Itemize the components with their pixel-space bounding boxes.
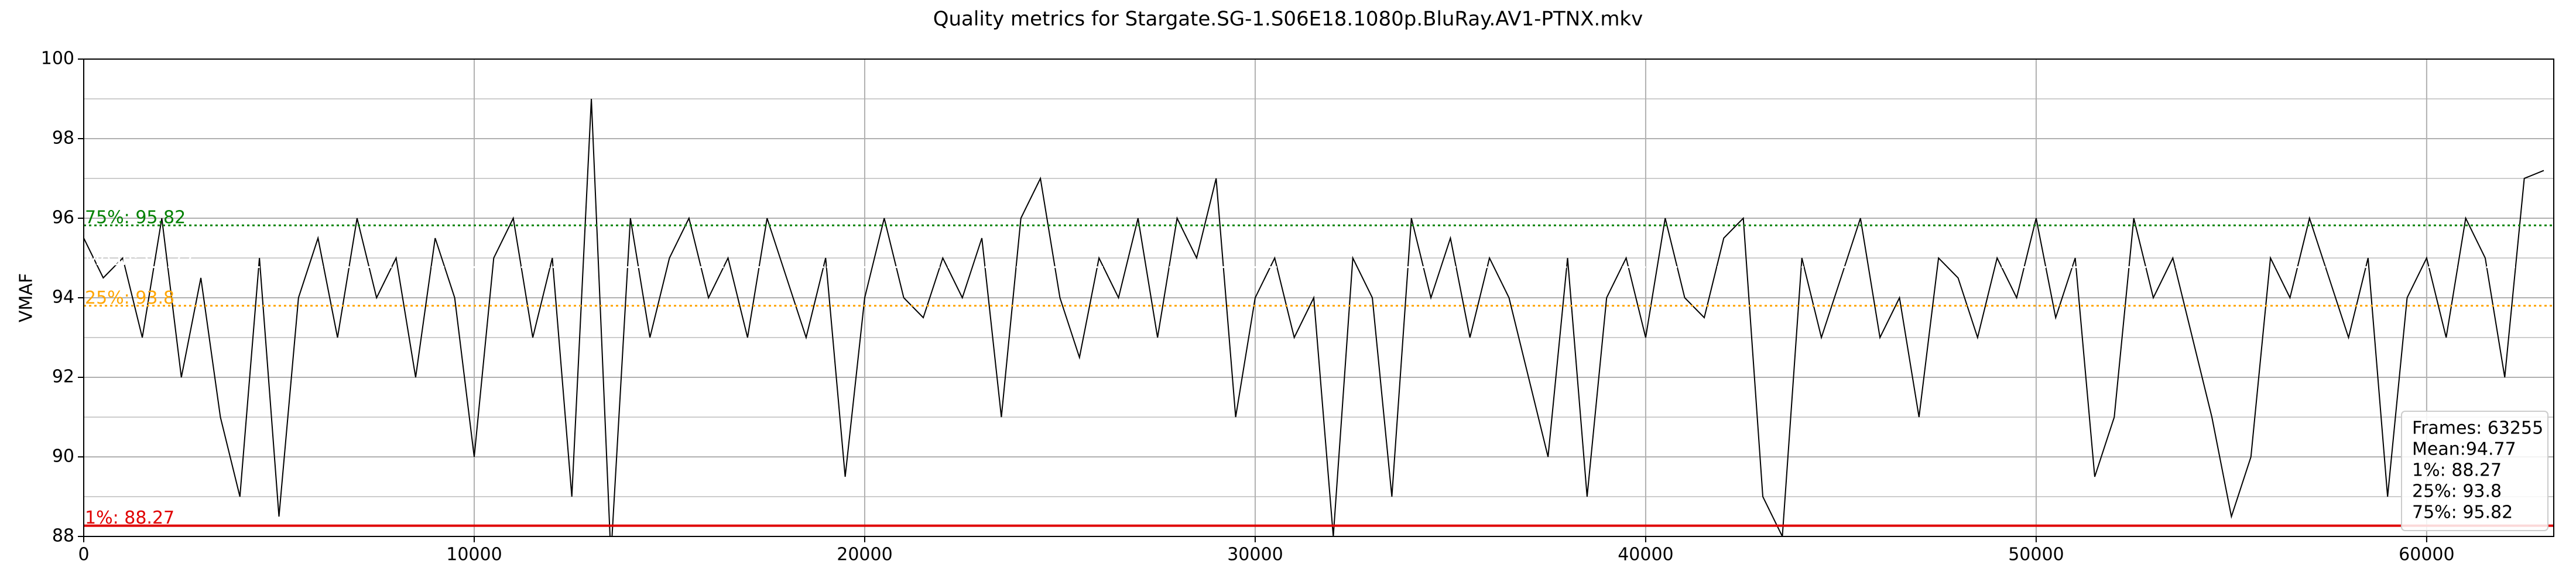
stats-line: Frames: 63255 — [2412, 418, 2543, 439]
y-tick-label: 92 — [52, 367, 74, 387]
x-tick-label: 20000 — [837, 545, 892, 565]
plot-frame — [83, 58, 2554, 537]
data-line — [84, 98, 2544, 536]
chart-title: Quality metrics for Stargate.SG-1.S06E18… — [933, 8, 1643, 31]
x-tick-label: 0 — [78, 545, 89, 565]
y-axis-label: VMAF — [16, 273, 37, 322]
y-tick-label: 96 — [52, 208, 74, 228]
y-tick-label: 100 — [41, 49, 74, 69]
x-tick-label: 30000 — [1227, 545, 1283, 565]
stats-line: 25%: 93.8 — [2412, 481, 2502, 502]
x-tick-label: 40000 — [1618, 545, 1673, 565]
y-tick-label: 88 — [52, 526, 74, 546]
x-tick-label: 60000 — [2399, 545, 2454, 565]
x-tick-label: 10000 — [446, 545, 502, 565]
y-tick-label: 94 — [52, 287, 74, 308]
stats-box — [2401, 411, 2548, 531]
y-tick-label: 90 — [52, 446, 74, 467]
x-tick-label: 50000 — [2008, 545, 2064, 565]
reference-label: 75%: 95.82 — [85, 208, 186, 228]
reference-label: 1%: 88.27 — [85, 508, 174, 528]
stats-line: Mean:94.77 — [2412, 439, 2516, 460]
reference-label: Mean: 94.77 — [85, 249, 194, 270]
y-tick-label: 98 — [52, 128, 74, 149]
stats-line: 1%: 88.27 — [2412, 460, 2502, 481]
stats-line: 75%: 95.82 — [2412, 503, 2513, 523]
reference-label: 25%: 93.8 — [85, 288, 174, 308]
